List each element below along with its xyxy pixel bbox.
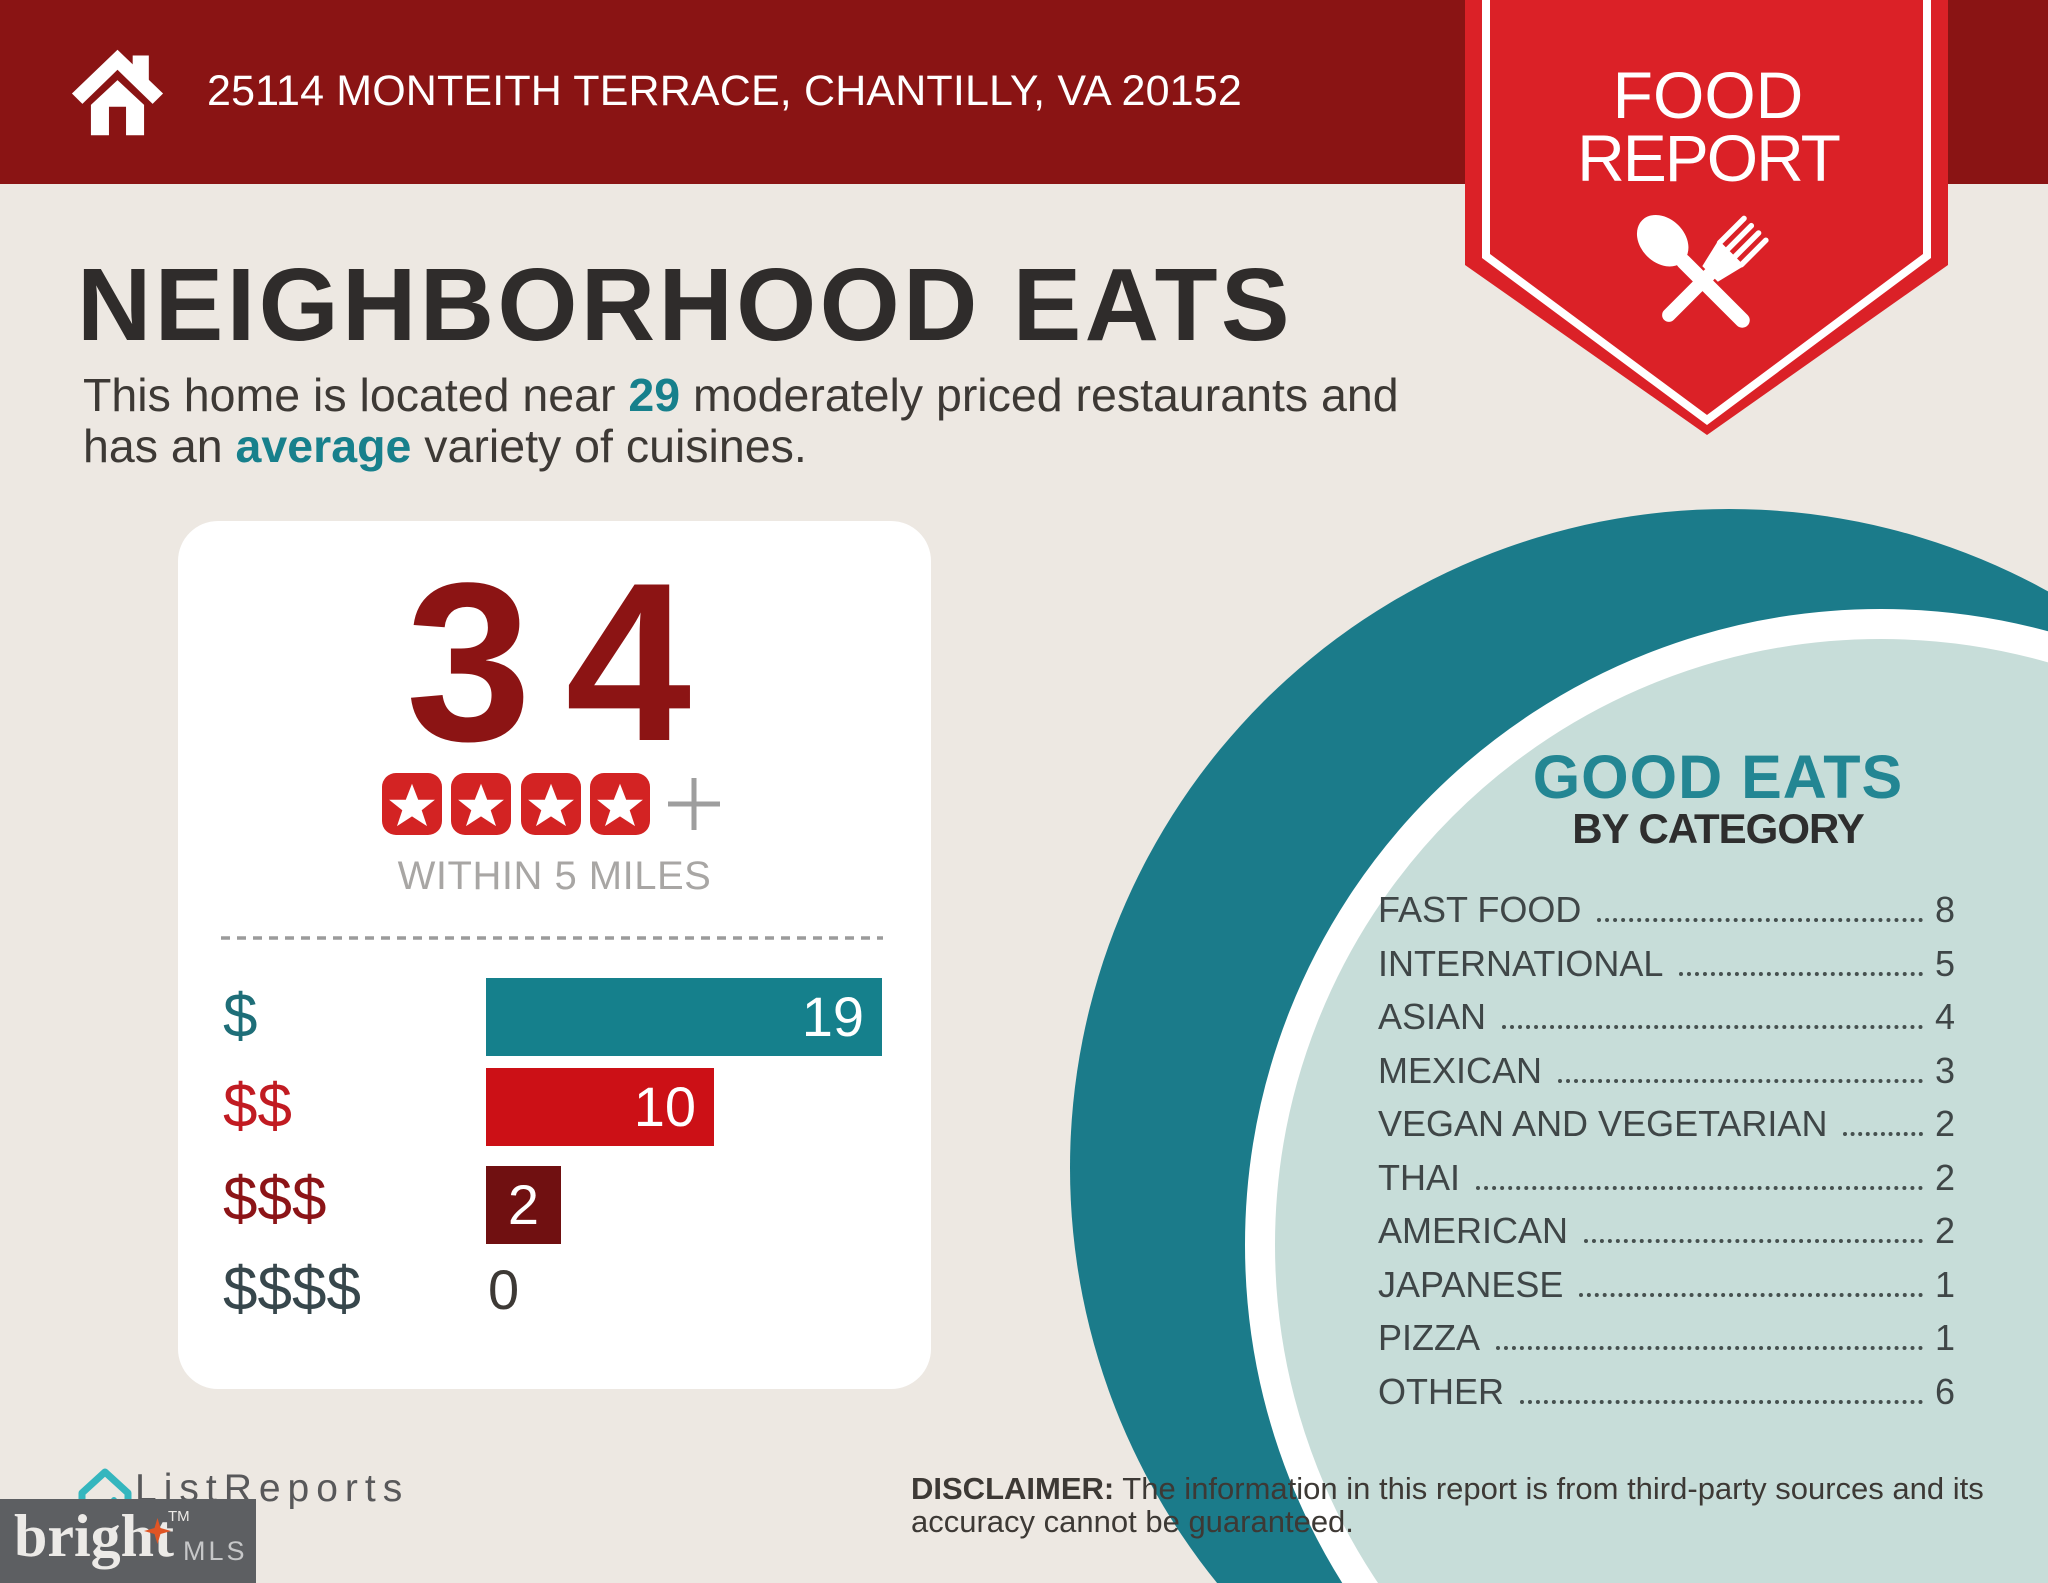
svg-text:REPORT: REPORT <box>1577 121 1840 195</box>
svg-text:FOOD: FOOD <box>1613 58 1804 132</box>
